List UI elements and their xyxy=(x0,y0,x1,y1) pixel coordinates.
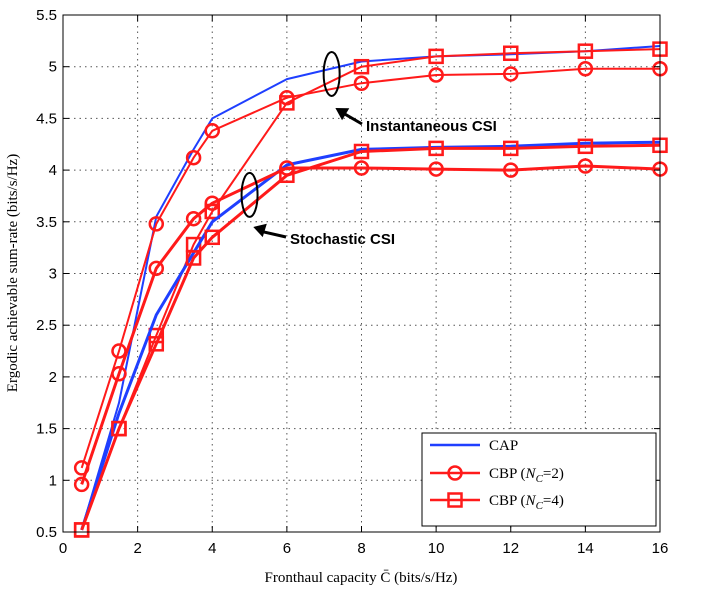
annotation-ellipse-instantaneous xyxy=(322,50,341,97)
annotation-layer: Instantaneous CSI Stochastic CSI xyxy=(240,50,497,248)
legend-cbp2-prefix: CBP ( xyxy=(489,466,526,482)
y-tick-label: 2 xyxy=(49,369,57,386)
series-layer xyxy=(73,41,668,538)
x-tick-label: 0 xyxy=(59,540,67,557)
x-tick-label: 12 xyxy=(502,540,519,557)
legend-label-cbp2: CBP (NC=2) xyxy=(489,466,564,485)
data-point-circle xyxy=(204,123,220,139)
legend-cbp4-suffix: =4) xyxy=(543,493,564,509)
legend-cbp2-var: N xyxy=(525,466,537,482)
legend-cbp2-suffix: =2) xyxy=(543,466,564,482)
legend-label-cap: CAP xyxy=(489,438,518,454)
data-point-square xyxy=(279,167,295,184)
y-tick-label: 3.5 xyxy=(36,214,57,231)
annotation-ellipse-stochastic xyxy=(240,171,259,218)
x-tick-label: 16 xyxy=(652,540,669,557)
data-point-circle xyxy=(428,67,444,83)
x-tick-label: 4 xyxy=(208,540,216,557)
annotation-instantaneous-label: Instantaneous CSI xyxy=(366,118,497,135)
y-tick-label: 5 xyxy=(49,59,57,76)
x-tick-label: 8 xyxy=(357,540,365,557)
data-point-circle xyxy=(577,61,594,77)
data-point-square xyxy=(204,229,220,246)
legend: CAP CBP (NC=2) CBP (NC=4) xyxy=(421,432,657,527)
y-tick-label: 5.5 xyxy=(36,7,57,24)
series-line xyxy=(80,67,660,469)
legend-label-cbp4: CBP (NC=4) xyxy=(489,493,564,512)
y-tick-label: 3 xyxy=(49,266,57,283)
data-point-circle xyxy=(428,161,444,177)
series-line xyxy=(80,143,661,531)
data-point-circle xyxy=(111,366,127,382)
data-point-circle xyxy=(185,210,202,227)
y-tick-label: 0.5 xyxy=(36,524,57,541)
y-axis-label: Ergodic achievable sum-rate (bits/s/Hz) xyxy=(5,154,21,392)
data-point-circle xyxy=(185,149,202,166)
data-point-circle xyxy=(148,216,165,232)
x-tick-label: 14 xyxy=(577,540,594,557)
data-point-circle xyxy=(503,66,519,82)
annotation-arrow-head xyxy=(335,108,350,121)
annotation-arrow-head xyxy=(253,223,267,238)
data-point-square xyxy=(428,48,444,65)
data-point-square xyxy=(148,336,165,352)
data-point-circle xyxy=(353,75,370,91)
data-point-square xyxy=(73,522,90,538)
series-line xyxy=(80,48,661,531)
data-point-circle xyxy=(577,158,594,174)
axis-ticks: 0 2 4 6 8 10 12 14 16 0.5 1 1.5 2 2.5 3 3.5 4 4.5 5 5.5 xyxy=(36,7,668,557)
legend-cbp4-var: N xyxy=(525,493,537,509)
y-tick-label: 1.5 xyxy=(36,421,57,438)
legend-cbp4-prefix: CBP ( xyxy=(489,493,526,509)
data-point-square xyxy=(577,43,594,59)
annotation-stochastic-label: Stochastic CSI xyxy=(290,231,395,248)
y-tick-label: 4.5 xyxy=(36,110,57,127)
y-tick-label: 4 xyxy=(49,162,57,179)
y-tick-label: 2.5 xyxy=(36,317,57,334)
data-point-square xyxy=(577,138,594,155)
data-point-circle xyxy=(204,195,220,211)
data-point-square xyxy=(111,420,127,437)
data-point-square xyxy=(279,95,295,111)
data-point-square xyxy=(185,250,202,266)
data-point-circle xyxy=(148,260,165,277)
x-tick-label: 2 xyxy=(133,540,141,557)
data-point-circle xyxy=(73,476,90,493)
legend-marker-square xyxy=(447,492,463,508)
legend-box xyxy=(421,432,657,527)
data-point-circle xyxy=(353,160,370,176)
series-line xyxy=(80,140,661,531)
data-point-circle xyxy=(503,162,519,178)
series-3 xyxy=(80,140,661,531)
legend-cbp4-sub: C xyxy=(536,500,544,512)
grid-lines xyxy=(63,15,660,532)
data-point-square xyxy=(503,45,519,62)
data-point-square xyxy=(503,140,519,157)
y-tick-label: 1 xyxy=(49,472,57,489)
legend-marker-circle xyxy=(447,465,463,481)
data-point-square xyxy=(428,140,444,157)
data-point-square xyxy=(353,143,370,160)
x-tick-label: 6 xyxy=(283,540,291,557)
x-tick-label: 10 xyxy=(428,540,445,557)
legend-cbp2-sub: C xyxy=(536,473,544,485)
data-point-square xyxy=(353,58,370,75)
x-axis-label: Fronthaul capacity C̄ (bits/s/Hz) xyxy=(265,570,458,586)
